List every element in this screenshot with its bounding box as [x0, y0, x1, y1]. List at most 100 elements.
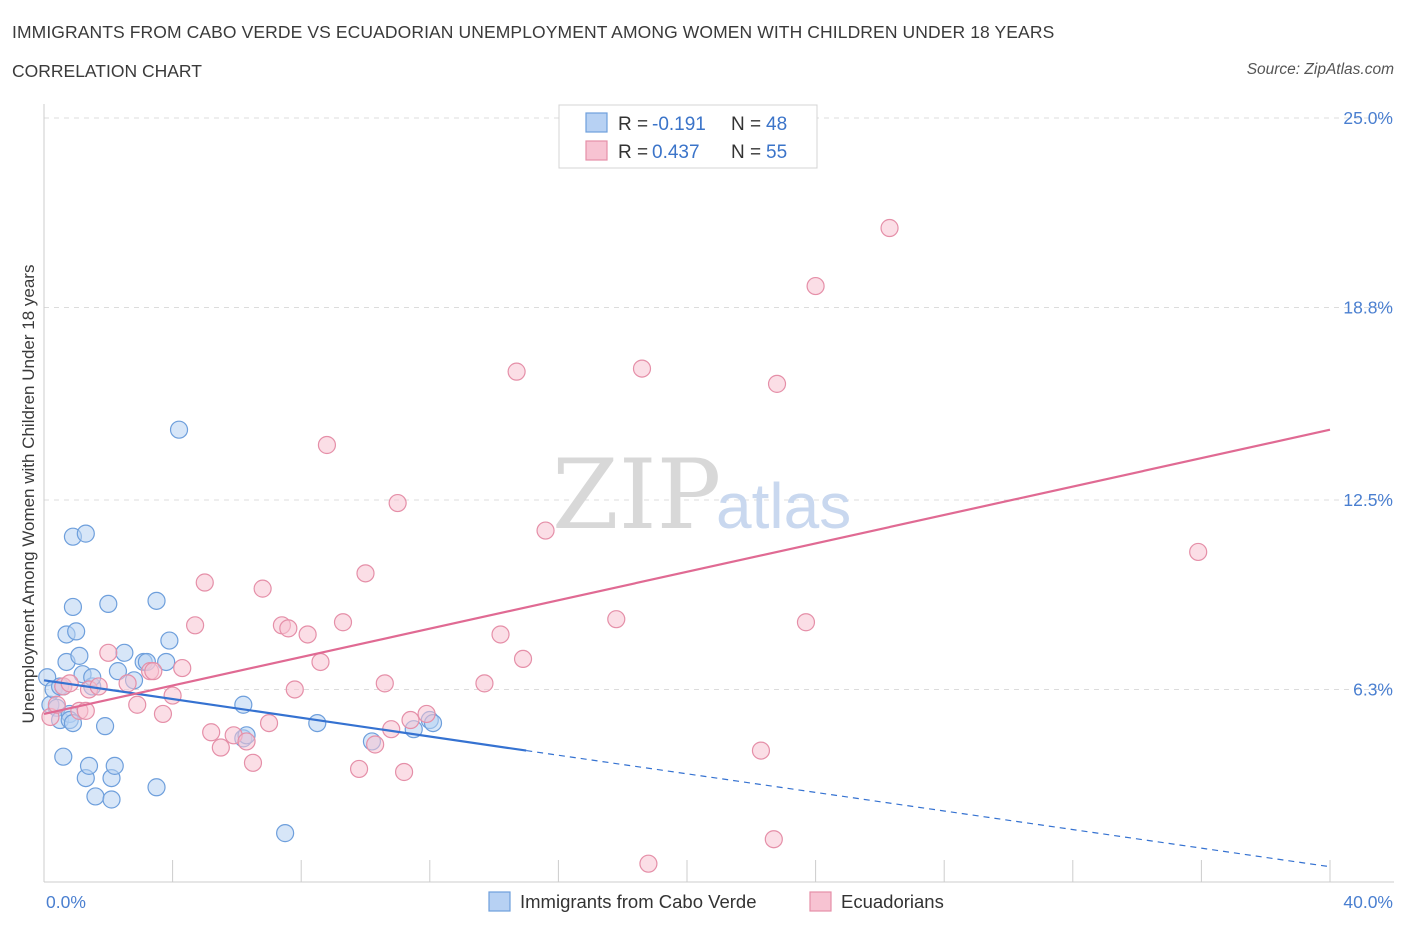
point-pink-40	[417, 704, 436, 724]
point-blue-26	[102, 790, 121, 809]
point-blue-12	[63, 597, 83, 617]
legend-r-value-1: -0.191	[652, 114, 706, 135]
point-pink-24	[259, 713, 279, 733]
point-blue-35	[147, 591, 166, 610]
legend-r-label-1: R =	[618, 114, 648, 135]
series-label-cabo-verde: Immigrants from Cabo Verde	[520, 891, 756, 912]
point-pink-49	[751, 741, 771, 760]
point-blue-30	[115, 643, 134, 662]
point-pink-21	[237, 732, 256, 751]
point-pink-8	[99, 643, 118, 662]
point-blue-42	[276, 824, 295, 843]
trend-line-pink	[43, 428, 1331, 715]
grid-lines	[44, 117, 1394, 690]
source-label: Source: ZipAtlas.com	[1246, 61, 1394, 78]
data-points	[38, 218, 1208, 873]
stats-legend: R = -0.191 N = 48 R = 0.437 N = 55	[558, 104, 818, 169]
point-pink-38	[394, 762, 414, 782]
point-blue-15	[67, 622, 86, 641]
point-pink-22	[243, 753, 263, 772]
series-label-ecuadorians: Ecuadorians	[841, 891, 944, 912]
point-pink-30	[317, 435, 337, 455]
point-pink-12	[144, 662, 163, 681]
point-blue-29	[108, 662, 128, 681]
legend-n-label-1: N =	[731, 114, 761, 135]
point-pink-46	[607, 610, 626, 629]
point-pink-18	[202, 723, 221, 742]
point-pink-31	[333, 613, 353, 632]
point-pink-26	[279, 619, 298, 638]
y-tick-label-0: 6.3%	[1353, 679, 1393, 699]
point-blue-34	[147, 778, 166, 797]
point-blue-25	[99, 594, 118, 614]
y-axis-label: Unemployment Among Women with Children U…	[19, 265, 38, 724]
point-pink-52	[796, 613, 816, 632]
trend-lines	[43, 428, 1331, 868]
point-blue-43	[308, 713, 327, 733]
point-pink-32	[349, 759, 369, 779]
point-pink-45	[536, 521, 555, 540]
point-blue-28	[105, 756, 124, 775]
point-pink-35	[375, 674, 394, 693]
series-swatch-pink	[809, 891, 832, 912]
point-pink-13	[153, 704, 173, 724]
legend-r-value-2: 0.437	[652, 142, 700, 163]
point-blue-37	[160, 631, 179, 650]
axes	[43, 104, 1394, 883]
point-pink-14	[163, 686, 182, 705]
point-pink-42	[491, 625, 510, 644]
trend-extension-blue	[526, 749, 1331, 868]
point-pink-41	[475, 674, 494, 693]
legend-r-label-2: R =	[618, 142, 648, 163]
legend-n-value-1: 48	[766, 114, 787, 135]
chart-subtitle: CORRELATION CHART	[12, 61, 202, 81]
point-pink-28	[298, 625, 317, 644]
point-pink-29	[311, 652, 330, 672]
point-pink-54	[880, 218, 899, 238]
point-pink-55	[1189, 542, 1208, 562]
point-blue-16	[70, 646, 89, 665]
trend-line-blue	[43, 679, 527, 752]
point-pink-19	[211, 738, 230, 757]
legend-n-value-2: 55	[766, 142, 787, 163]
point-pink-48	[639, 854, 658, 873]
series-swatch-blue	[488, 891, 511, 912]
point-pink-39	[401, 710, 420, 730]
point-pink-53	[806, 276, 825, 296]
point-pink-50	[764, 830, 783, 849]
point-blue-36	[157, 652, 176, 672]
point-pink-15	[173, 658, 192, 678]
y-tick-label-1: 12.5%	[1343, 490, 1393, 510]
point-pink-1	[47, 695, 66, 714]
point-pink-27	[285, 680, 304, 699]
point-pink-51	[767, 374, 787, 393]
point-pink-43	[507, 362, 526, 381]
point-blue-20	[79, 756, 99, 775]
point-pink-47	[632, 359, 652, 378]
point-pink-34	[366, 735, 385, 754]
watermark-zip: ZIP	[552, 439, 721, 551]
point-blue-24	[95, 717, 115, 736]
chart-title: IMMIGRANTS FROM CABO VERDE VS ECUADORIAN…	[12, 22, 1055, 42]
point-pink-10	[128, 695, 147, 714]
series-legend: Immigrants from Cabo Verde Ecuadorians	[488, 891, 944, 912]
x-tick-label-max: 40.0%	[1343, 892, 1393, 912]
point-pink-33	[356, 564, 375, 583]
y-tick-label-2: 18.8%	[1343, 297, 1393, 317]
tick-labels: 6.3% 12.5% 18.8% 25.0% 0.0% 40.0%	[46, 108, 1393, 912]
point-blue-19	[76, 524, 95, 543]
legend-n-label-2: N =	[731, 142, 761, 163]
legend-swatch-pink	[585, 140, 608, 161]
point-pink-37	[388, 493, 407, 513]
legend-swatch-blue	[585, 112, 608, 133]
point-blue-23	[86, 787, 105, 806]
y-tick-label-3: 25.0%	[1343, 108, 1393, 128]
watermark: ZIP atlas	[552, 439, 851, 551]
point-pink-23	[253, 579, 272, 598]
point-pink-17	[195, 573, 214, 592]
x-tick-label-min: 0.0%	[46, 892, 86, 912]
point-blue-7	[54, 747, 73, 766]
point-pink-9	[118, 674, 137, 693]
point-pink-16	[186, 616, 205, 635]
